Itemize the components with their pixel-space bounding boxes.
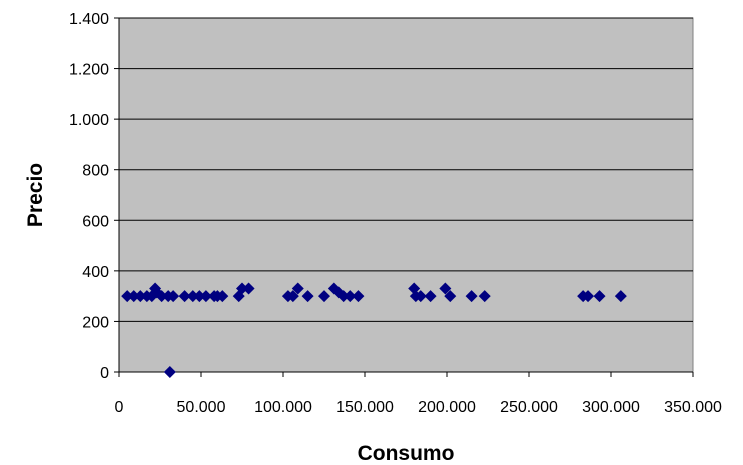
data-point-0-22 — [286, 290, 299, 303]
y-tick-label-4: 800 — [82, 163, 109, 180]
data-point-0-34 — [424, 290, 437, 303]
y-tick-label-0: 0 — [100, 365, 109, 382]
data-point-0-37 — [465, 290, 478, 303]
data-point-0-36 — [444, 290, 457, 303]
data-point-0-24 — [301, 290, 314, 303]
data-point-0-29 — [344, 290, 357, 303]
x-tick-label-4: 200.000 — [418, 399, 476, 416]
x-tick-label-3: 150.000 — [336, 399, 394, 416]
data-point-0-23 — [291, 282, 304, 295]
data-point-0-30 — [352, 290, 365, 303]
data-point-0-9 — [163, 366, 176, 378]
data-point-0-40 — [582, 290, 595, 303]
data-point-0-20 — [242, 282, 255, 295]
data-point-0-10 — [167, 290, 180, 303]
data-point-0-25 — [318, 290, 330, 303]
data-point-0-13 — [193, 290, 206, 303]
data-point-0-41 — [593, 290, 606, 303]
y-tick-labels: 0 200 400 600 800 1.000 1.200 1.400 — [69, 11, 109, 382]
y-tick-label-7: 1.400 — [69, 11, 109, 28]
data-point-0-11 — [178, 290, 191, 303]
data-point-0-28 — [337, 290, 350, 303]
y-tick-label-5: 1.000 — [69, 112, 109, 129]
x-tick-label-5: 250.000 — [500, 399, 558, 416]
data-point-0-19 — [236, 282, 248, 295]
data-point-0-42 — [614, 290, 627, 303]
x-tick-label-0: 0 — [115, 399, 124, 416]
plot-area — [118, 17, 694, 373]
data-point-0-0 — [121, 290, 134, 303]
data-point-0-38 — [478, 290, 491, 303]
y-tick-label-2: 400 — [82, 264, 109, 281]
data-point-0-14 — [199, 290, 212, 303]
y-axis-title: Precio — [24, 163, 47, 227]
gridlines — [119, 17, 693, 322]
x-axis-title: Consumo — [358, 442, 455, 465]
data-points — [121, 282, 627, 378]
y-tick-label-3: 600 — [82, 213, 109, 230]
data-point-0-35 — [439, 282, 452, 295]
x-tick-labels: 0 50.000 100.000 150.000 200.000 250.000 300.0… — [115, 399, 722, 416]
x-tick-label-2: 100.000 — [254, 399, 312, 416]
y-tick-label-6: 1.200 — [69, 62, 109, 79]
data-point-0-1 — [127, 290, 140, 303]
x-tick-label-1: 50.000 — [177, 399, 226, 416]
axes — [114, 17, 694, 377]
y-tick-label-1: 200 — [82, 314, 109, 331]
x-tick-label-7: 350.000 — [664, 399, 722, 416]
data-point-0-17 — [216, 290, 229, 303]
data-point-0-33 — [414, 290, 427, 303]
data-point-0-7 — [155, 290, 168, 303]
data-point-0-2 — [134, 290, 147, 303]
x-tick-label-6: 300.000 — [582, 399, 640, 416]
data-point-0-12 — [186, 290, 199, 303]
